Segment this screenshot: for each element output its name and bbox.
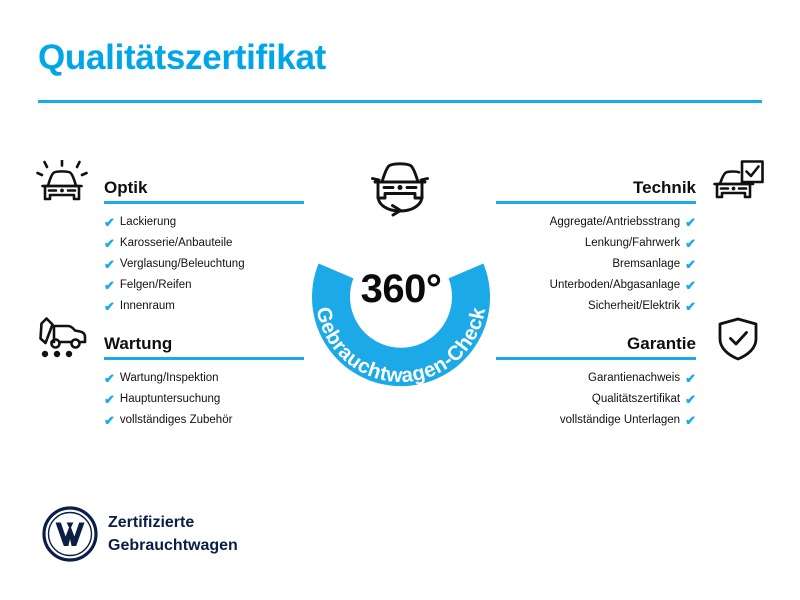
- section-underline-optik: [104, 201, 304, 204]
- section-title-garantie: Garantie: [627, 334, 696, 353]
- check-list-technik: Aggregate/Antriebsstrang ✔ Lenkung/Fahrwe…: [496, 212, 766, 317]
- section-underline-technik: [496, 201, 696, 204]
- check-icon: ✔: [685, 257, 696, 272]
- check-icon: ✔: [685, 299, 696, 314]
- check-icon: ✔: [685, 413, 696, 428]
- section-title-technik: Technik: [633, 178, 696, 197]
- check-icon: ✔: [104, 278, 115, 293]
- check-icon: ✔: [104, 257, 115, 272]
- pen-car-icon: [36, 316, 88, 362]
- check-icon: ✔: [104, 236, 115, 251]
- car-checkbox-icon: [712, 160, 764, 206]
- list-item-label: Sicherheit/Elektrik: [588, 300, 681, 312]
- list-item: vollständige Unterlagen ✔: [496, 410, 766, 431]
- list-item-label: vollständige Unterlagen: [559, 414, 681, 426]
- list-item-label: Lackierung: [119, 216, 177, 228]
- check-list-garantie: Garantienachweis ✔ Qualitätszertifikat ✔ v…: [496, 368, 766, 431]
- list-item-label: vollständiges Zubehör: [119, 414, 233, 426]
- title-divider: [38, 100, 762, 103]
- car-shine-icon: [36, 160, 88, 206]
- check-icon: ✔: [104, 299, 115, 314]
- section-technik: Technik Aggregate/Antriebsstrang ✔ Lenkun…: [496, 160, 766, 317]
- section-underline-garantie: [496, 357, 696, 360]
- badge-ring: Gebrauchtwagen-Check: [290, 186, 512, 408]
- list-item: ✔ vollständiges Zubehör: [34, 410, 304, 431]
- list-item-label: Lenkung/Fahrwerk: [584, 237, 681, 249]
- list-item: ✔ Lackierung: [34, 212, 304, 233]
- list-item: ✔ Innenraum: [34, 296, 304, 317]
- section-garantie: Garantie Garantienachweis ✔ Qualitätszert…: [496, 316, 766, 431]
- section-optik: Optik ✔ Lackierung ✔ Karosserie/Anbauteile…: [34, 160, 304, 317]
- check-icon: ✔: [104, 392, 115, 407]
- list-item: Unterboden/Abgasanlage ✔: [496, 275, 766, 296]
- list-item-label: Aggregate/Antriebsstrang: [549, 216, 681, 228]
- check-icon: ✔: [685, 215, 696, 230]
- shield-check-icon: [712, 316, 764, 362]
- list-item: Bremsanlage ✔: [496, 254, 766, 275]
- section-underline-wartung: [104, 357, 304, 360]
- footer-line-2: Gebrauchtwagen: [108, 537, 238, 554]
- check-icon: ✔: [685, 236, 696, 251]
- list-item-label: Verglasung/Beleuchtung: [119, 258, 245, 270]
- section-header-wartung: Wartung: [34, 316, 304, 368]
- list-item: Qualitätszertifikat ✔: [496, 389, 766, 410]
- list-item: Aggregate/Antriebsstrang ✔: [496, 212, 766, 233]
- check-icon: ✔: [685, 371, 696, 386]
- section-title-optik: Optik: [104, 178, 148, 197]
- list-item: ✔ Verglasung/Beleuchtung: [34, 254, 304, 275]
- list-item: ✔ Karosserie/Anbauteile: [34, 233, 304, 254]
- list-item-label: Felgen/Reifen: [119, 279, 192, 291]
- section-title-wartung: Wartung: [104, 334, 173, 353]
- list-item-label: Qualitätszertifikat: [591, 393, 681, 405]
- section-wartung: Wartung ✔ Wartung/Inspektion ✔ Hauptunters…: [34, 316, 304, 431]
- check-list-optik: ✔ Lackierung ✔ Karosserie/Anbauteile ✔ Verg…: [34, 212, 304, 317]
- section-header-optik: Optik: [34, 160, 304, 212]
- badge-360-label: 360°: [360, 266, 442, 311]
- check-icon: ✔: [685, 278, 696, 293]
- list-item-label: Bremsanlage: [612, 258, 681, 270]
- check-icon: ✔: [104, 413, 115, 428]
- list-item: Lenkung/Fahrwerk ✔: [496, 233, 766, 254]
- check-icon: ✔: [104, 215, 115, 230]
- list-item: Garantienachweis ✔: [496, 368, 766, 389]
- check-list-wartung: ✔ Wartung/Inspektion ✔ Hauptuntersuchung ✔…: [34, 368, 304, 431]
- list-item: ✔ Felgen/Reifen: [34, 275, 304, 296]
- list-item-label: Unterboden/Abgasanlage: [549, 279, 681, 291]
- list-item-label: Garantienachweis: [588, 372, 681, 384]
- badge-center: 360°: [290, 186, 512, 408]
- check-icon: ✔: [685, 392, 696, 407]
- footer-brand-text: Zertifizierte Gebrauchtwagen: [108, 511, 238, 557]
- check-icon: ✔: [104, 371, 115, 386]
- list-item: ✔ Hauptuntersuchung: [34, 389, 304, 410]
- list-item-label: Karosserie/Anbauteile: [119, 237, 233, 249]
- list-item: ✔ Wartung/Inspektion: [34, 368, 304, 389]
- car-rotate-icon: [362, 158, 438, 220]
- list-item-label: Innenraum: [119, 300, 175, 312]
- vw-logo: [42, 506, 98, 562]
- page-title: Qualitätszertifikat: [38, 38, 326, 77]
- list-item: Sicherheit/Elektrik ✔: [496, 296, 766, 317]
- section-header-technik: Technik: [496, 160, 766, 212]
- section-header-garantie: Garantie: [496, 316, 766, 368]
- footer-line-1: Zertifizierte: [108, 514, 195, 531]
- list-item-label: Wartung/Inspektion: [119, 372, 219, 384]
- badge-360-check: Gebrauchtwagen-Check 360°: [290, 186, 512, 408]
- list-item-label: Hauptuntersuchung: [119, 393, 221, 405]
